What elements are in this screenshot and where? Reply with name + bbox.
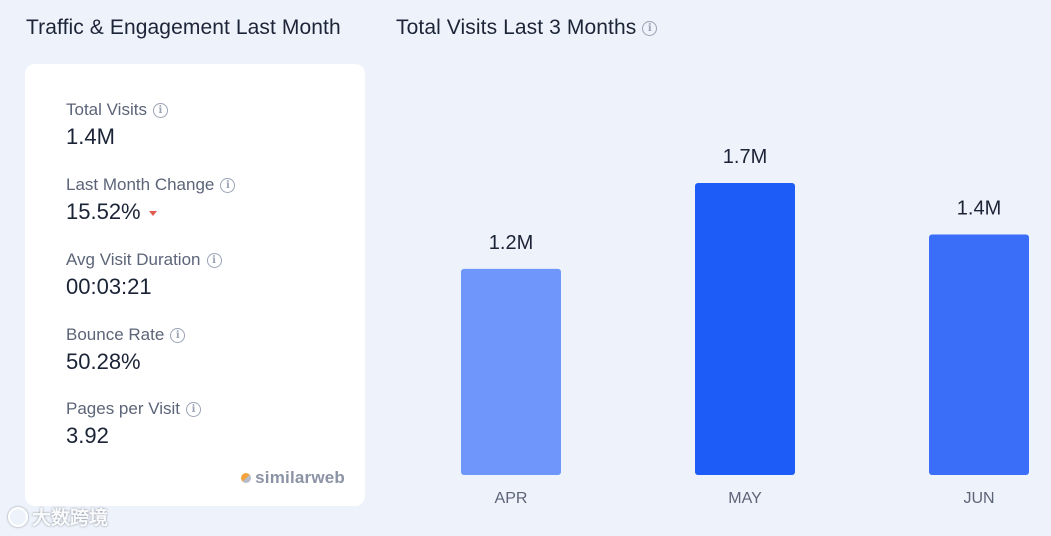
data-label-jun: 1.4M [957,198,1001,220]
data-label-may: 1.7M [723,146,767,168]
info-icon[interactable]: i [152,102,168,118]
metric-value-row: 15.52% [66,199,235,225]
metrics-card: Total Visits i 1.4M Last Month Change i … [25,64,365,506]
info-icon[interactable]: i [170,327,186,343]
tick-label-jun: JUN [963,490,994,507]
down-arrow-icon [148,210,157,216]
total-visits-title: Total Visits Last 3 Months i [396,16,658,40]
info-icon[interactable]: i [186,401,202,417]
metric-value: 15.52% [66,199,141,224]
info-icon[interactable]: i [220,177,236,193]
metric-label-text: Bounce Rate [66,325,165,344]
metric-avg-visit-duration: Avg Visit Duration i 00:03:21 [66,250,222,300]
metric-value: 00:03:21 [66,274,152,299]
bar-may[interactable] [695,183,795,475]
watermark-logo-icon [8,506,28,527]
metric-last-month-change: Last Month Change i 15.52% [66,175,236,225]
traffic-engagement-title: Traffic & Engagement Last Month [26,16,341,40]
metric-label: Last Month Change i [66,175,236,195]
tick-label-may: MAY [728,490,762,507]
similarweb-logo: similarweb [241,468,345,488]
bar-jun[interactable] [929,234,1029,475]
info-icon[interactable]: i [206,252,222,268]
metric-total-visits: Total Visits i 1.4M [66,100,168,150]
metric-label: Avg Visit Duration i [66,250,222,270]
watermark-text: 大数跨境 [32,508,109,529]
metric-label-text: Pages per Visit [66,399,181,418]
info-icon[interactable]: i [642,20,658,36]
data-label-apr: 1.2M [489,232,533,254]
watermark: 大数跨境 [8,503,108,530]
metric-bounce-rate: Bounce Rate i 50.28% [66,325,186,375]
metric-label: Pages per Visit i [66,399,202,419]
metric-value: 50.28% [66,349,141,374]
metric-label: Bounce Rate i [66,325,186,345]
bar-apr[interactable] [461,268,561,475]
metric-label: Total Visits i [66,100,168,120]
similarweb-mark-icon [241,473,252,483]
metric-value: 3.92 [66,423,109,448]
metric-pages-per-visit: Pages per Visit i 3.92 [66,399,202,449]
tick-label-apr: APR [495,490,528,507]
traffic-engagement-title-text: Traffic & Engagement Last Month [26,16,341,39]
metric-label-text: Avg Visit Duration [66,250,201,269]
metric-label-text: Total Visits [66,100,147,119]
metric-label-text: Last Month Change [66,175,215,194]
metric-value: 1.4M [66,124,115,149]
total-visits-title-text: Total Visits Last 3 Months [396,16,637,39]
brand-text: similarweb [255,468,345,487]
